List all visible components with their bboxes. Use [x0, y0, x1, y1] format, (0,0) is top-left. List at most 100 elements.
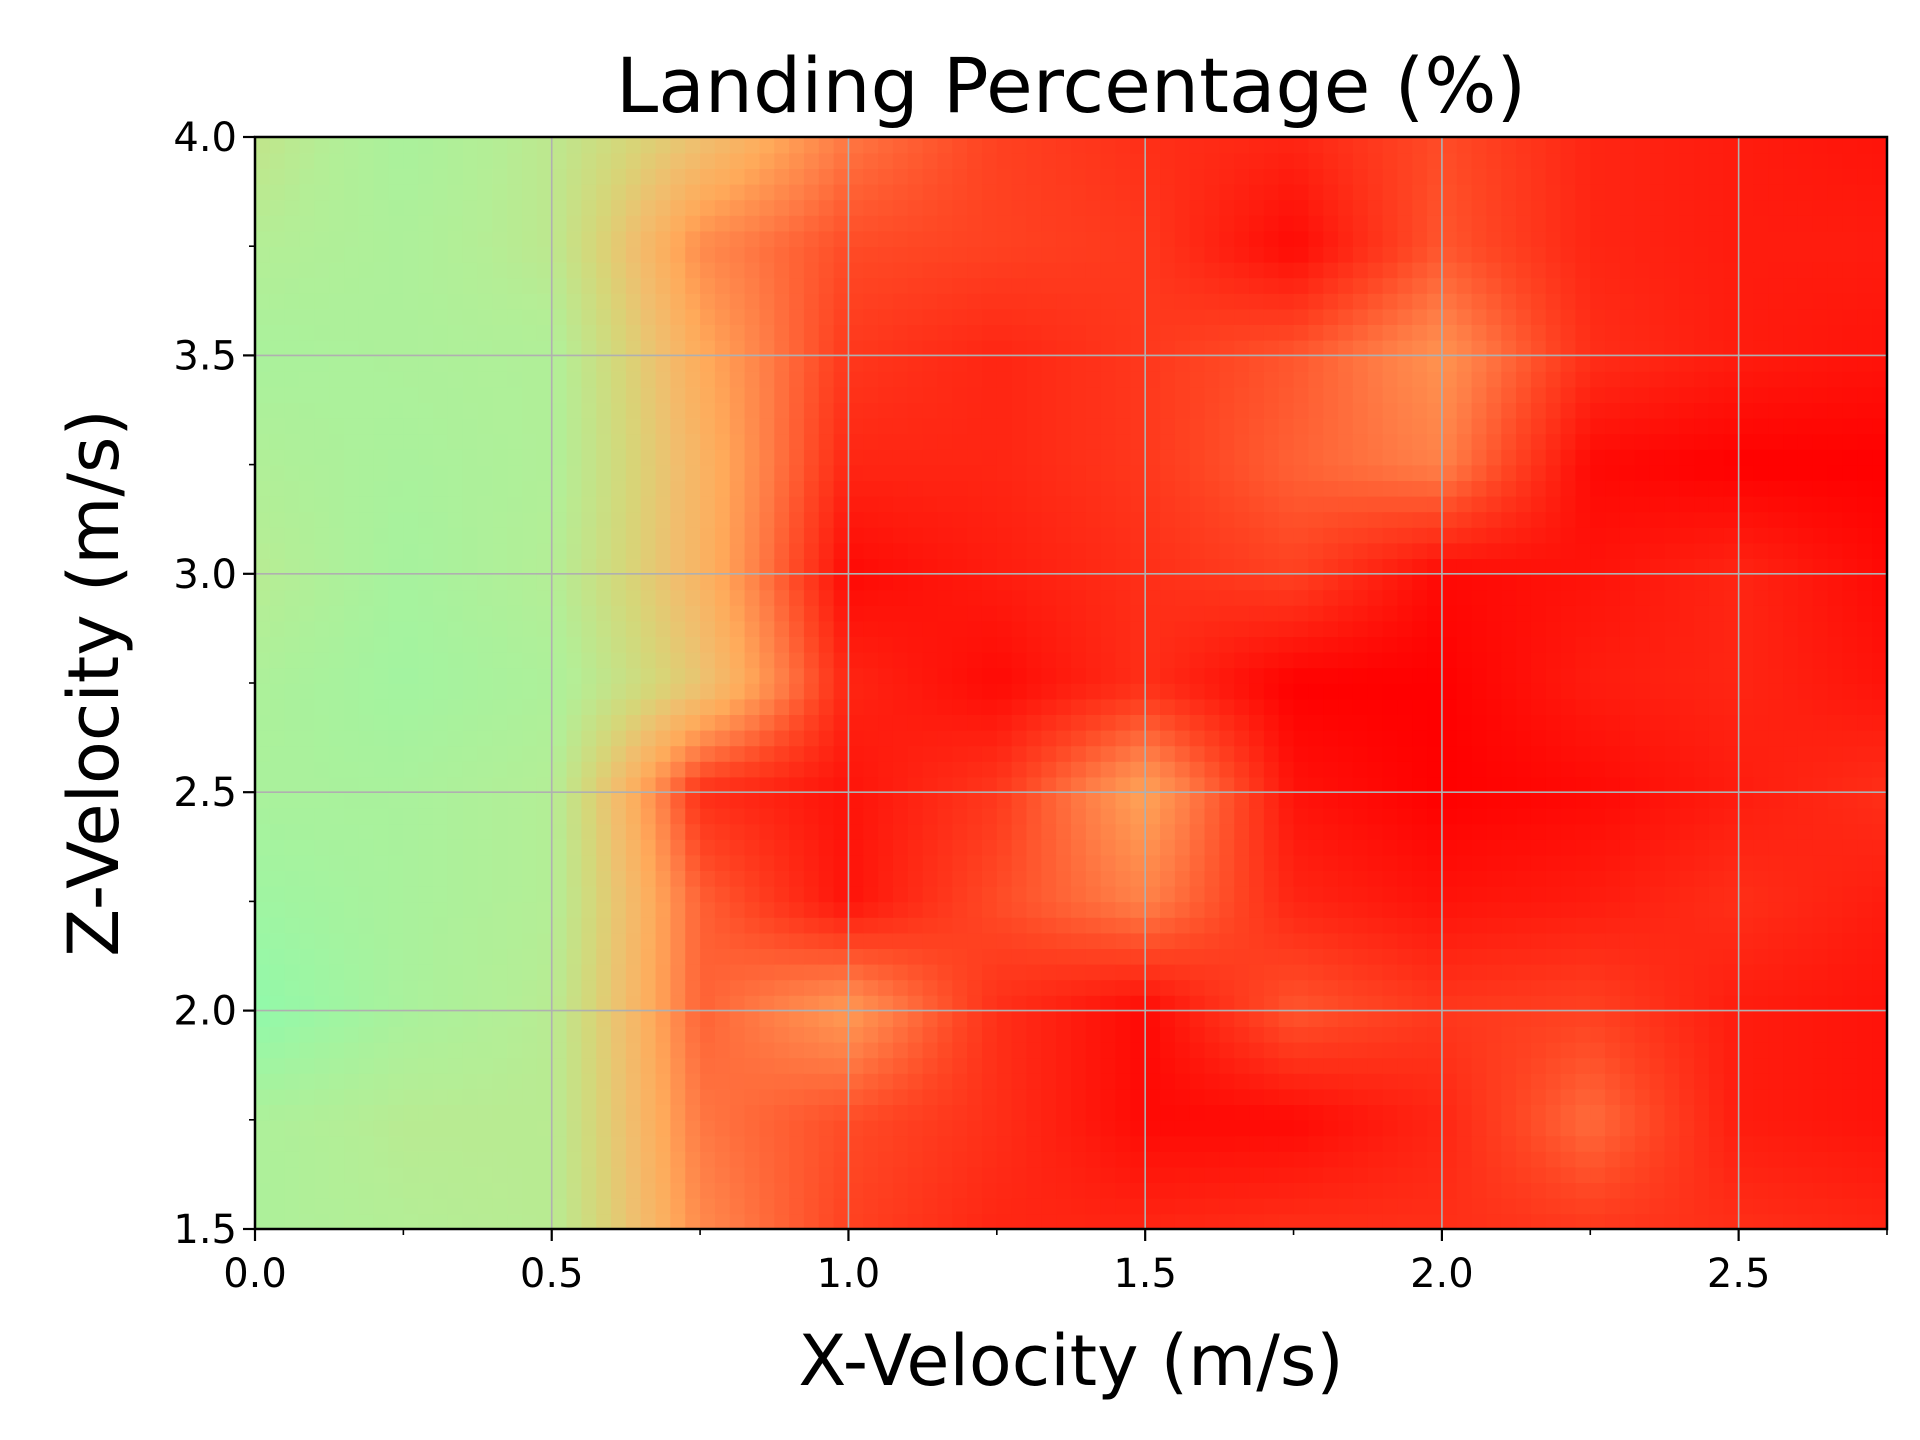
- heat-cell: [1041, 636, 1057, 653]
- heat-cell: [1352, 885, 1369, 903]
- heat-cell: [299, 792, 316, 809]
- heat-cell: [700, 511, 716, 528]
- heat-cell: [403, 792, 419, 809]
- heat-cell: [729, 776, 746, 793]
- heat-cell: [1115, 1104, 1132, 1121]
- heat-cell: [1560, 1197, 1577, 1215]
- heat-cell: [685, 745, 701, 762]
- heat-cell: [1278, 1104, 1295, 1121]
- heat-cell: [1367, 558, 1384, 575]
- heat-cell: [536, 979, 553, 996]
- heat-cell: [729, 901, 746, 918]
- heat-cell: [536, 776, 553, 793]
- heat-cell: [1590, 854, 1606, 871]
- heat-cell: [418, 1166, 434, 1183]
- heat-cell: [329, 620, 345, 637]
- heat-cell: [1783, 1073, 1799, 1090]
- heat-cell: [462, 792, 479, 809]
- heat-cell: [1441, 1135, 1458, 1152]
- heat-cell: [774, 1135, 790, 1152]
- heat-cell: [1115, 979, 1132, 996]
- heat-cell: [1441, 870, 1458, 887]
- heat-cell: [655, 839, 672, 856]
- heat-cell: [1575, 1073, 1592, 1090]
- heat-cell: [418, 620, 434, 637]
- heat-cell: [596, 511, 612, 528]
- heat-cell: [1694, 558, 1710, 575]
- heat-cell: [922, 698, 939, 715]
- heat-cell: [581, 1197, 598, 1215]
- heat-cell: [1071, 792, 1087, 809]
- heat-cell: [907, 823, 924, 840]
- heat-cell: [358, 1119, 375, 1137]
- heat-cell: [1753, 1073, 1770, 1090]
- heat-cell: [833, 698, 850, 715]
- heat-cell: [1115, 714, 1132, 731]
- heat-cell: [1619, 995, 1636, 1012]
- heat-cell: [714, 948, 731, 965]
- heat-cell: [1723, 589, 1740, 606]
- heat-cell: [1708, 667, 1725, 684]
- heat-cell: [1441, 1166, 1458, 1183]
- heat-cell: [1560, 870, 1577, 887]
- heat-cell: [1100, 963, 1117, 981]
- heat-cell: [329, 1213, 345, 1229]
- heat-cell: [1412, 948, 1428, 965]
- heat-cell: [625, 558, 642, 575]
- heat-cell: [1471, 1010, 1488, 1027]
- heat-cell: [1516, 792, 1532, 809]
- heat-cell: [952, 729, 968, 747]
- heat-cell: [581, 854, 598, 871]
- heat-cell: [1783, 870, 1799, 887]
- heat-cell: [551, 527, 568, 544]
- heat-cell: [1041, 1166, 1057, 1183]
- heat-cell: [1679, 1182, 1695, 1199]
- heat-cell: [700, 1197, 716, 1215]
- heat-cell: [878, 979, 894, 996]
- heat-cell: [981, 1088, 998, 1105]
- heat-cell: [907, 979, 924, 996]
- heat-cell: [1234, 870, 1250, 887]
- heat-cell: [1738, 558, 1755, 575]
- heat-cell: [492, 979, 509, 996]
- heat-cell: [818, 1104, 835, 1121]
- heat-cell: [1056, 885, 1072, 903]
- heat-cell: [1471, 917, 1488, 934]
- heat-cell: [329, 745, 345, 762]
- heat-cell: [1026, 792, 1043, 809]
- heat-cell: [1100, 573, 1117, 591]
- heat-cell: [358, 1088, 375, 1105]
- heat-cell: [1827, 932, 1844, 949]
- heat-cell: [1293, 761, 1310, 778]
- heat-cell: [1130, 636, 1146, 653]
- heat-cell: [462, 542, 479, 559]
- heat-cell: [1857, 870, 1873, 887]
- heat-cell: [1575, 542, 1592, 559]
- heat-cell: [255, 1026, 271, 1043]
- heat-cell: [1352, 807, 1369, 825]
- heat-cell: [611, 542, 627, 559]
- heat-cell: [1100, 1026, 1117, 1043]
- heat-cell: [329, 1197, 345, 1215]
- heat-cell: [848, 1088, 865, 1105]
- heat-cell: [1619, 948, 1636, 965]
- heat-cell: [1857, 854, 1873, 871]
- heat-cell: [1471, 807, 1488, 825]
- heat-cell: [1575, 901, 1592, 918]
- heat-cell: [848, 901, 865, 918]
- heat-cell: [1160, 995, 1176, 1012]
- heat-cell: [714, 995, 731, 1012]
- heat-cell: [433, 995, 449, 1012]
- heat-cell: [1590, 839, 1606, 856]
- heat-cell: [1486, 729, 1503, 747]
- heat-cell: [1293, 948, 1310, 965]
- heat-cell: [1278, 636, 1295, 653]
- heat-cell: [299, 1197, 316, 1215]
- heat-cell: [729, 854, 746, 871]
- heat-cell: [967, 823, 983, 840]
- heat-cell: [1708, 1026, 1725, 1043]
- heat-cell: [344, 917, 360, 934]
- heat-cell: [670, 573, 687, 591]
- heat-cell: [1412, 1026, 1428, 1043]
- heat-cell: [1427, 667, 1443, 684]
